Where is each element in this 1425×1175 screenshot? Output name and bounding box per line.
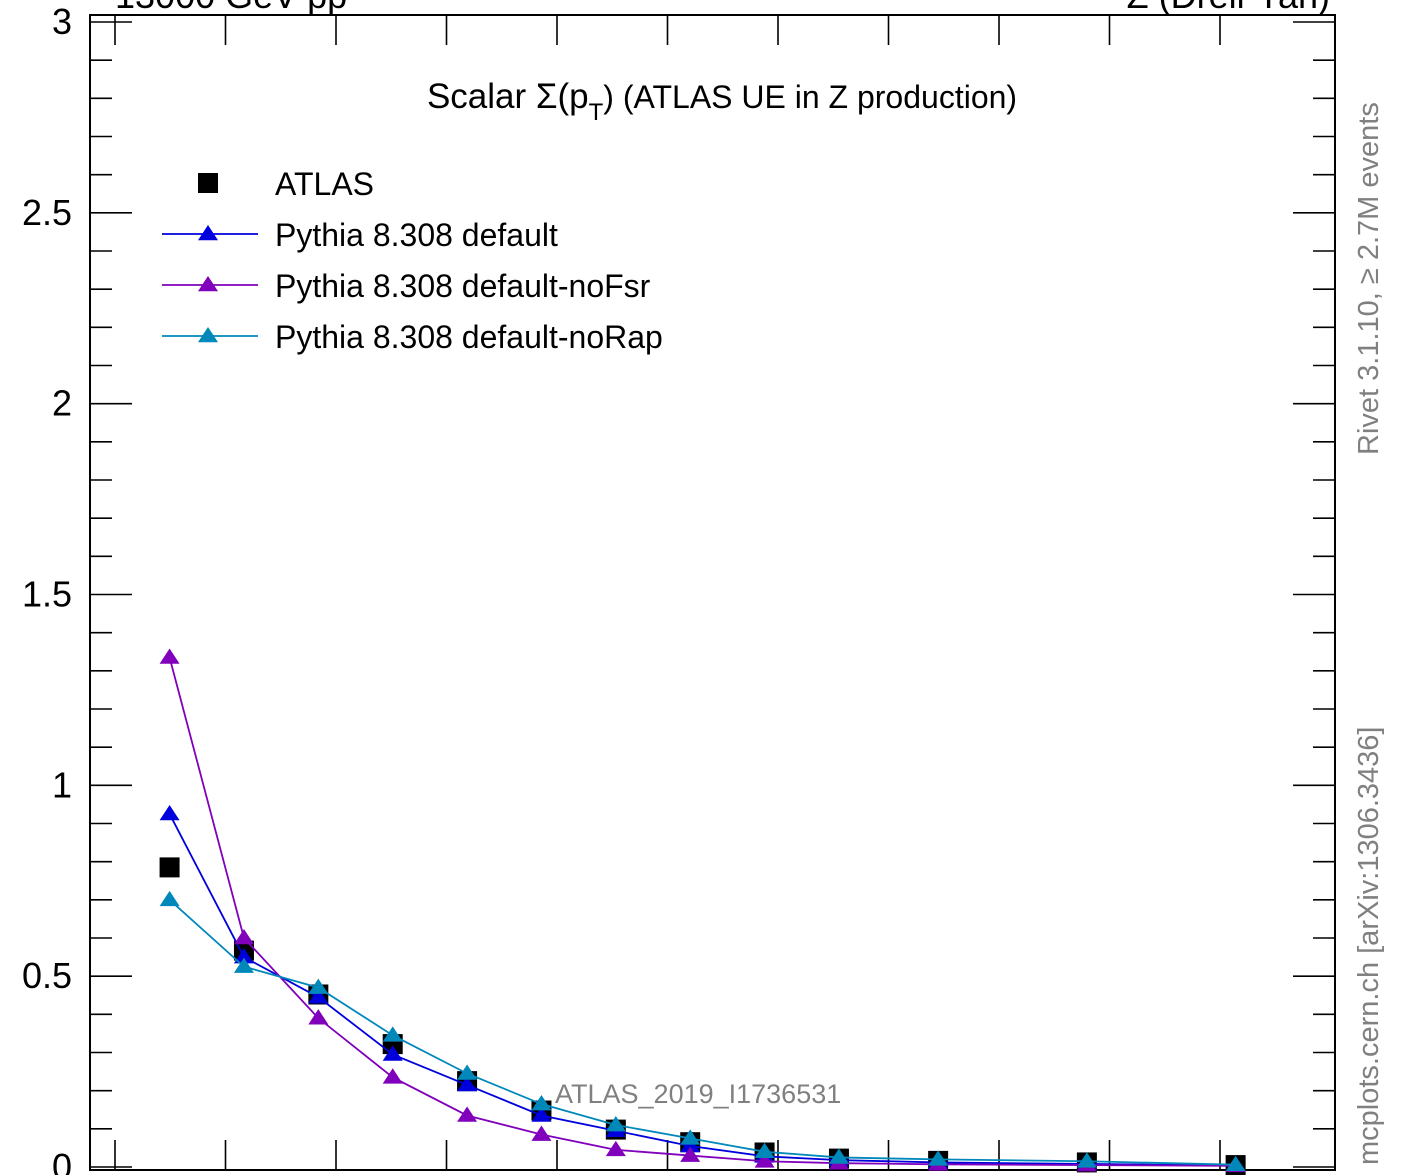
data-point	[531, 1125, 552, 1141]
data-point	[233, 929, 254, 945]
data-point	[308, 988, 329, 1004]
legend-label: Pythia 8.308 default-noFsr	[275, 268, 651, 304]
y-tick-label: 2	[52, 383, 72, 424]
data-point	[680, 1146, 701, 1162]
series-layer	[159, 648, 1246, 1175]
data-point	[754, 1152, 775, 1168]
data-point	[382, 1026, 403, 1042]
chart-title-main: Scalar Σ(p	[427, 77, 589, 116]
data-point	[233, 957, 254, 973]
data-point	[308, 978, 329, 994]
data-point	[382, 1045, 403, 1061]
plot-frame	[89, 14, 1336, 1171]
data-point	[308, 1009, 329, 1025]
data-point	[159, 648, 180, 664]
data-point	[457, 1075, 478, 1092]
legend-label: ATLAS	[275, 166, 374, 202]
data-point	[198, 225, 218, 241]
chart-title-subscript: T	[589, 99, 604, 126]
rivet-version-label: Rivet 3.1.10, ≥ 2.7M events	[1353, 102, 1385, 455]
analysis-label: ATLAS_2019_I1736531	[555, 1079, 841, 1109]
data-point	[605, 1116, 626, 1132]
data-point	[1076, 1152, 1097, 1168]
chart-title: Scalar Σ(pT) (ATLAS UE in Z production)	[427, 77, 1017, 126]
data-point	[680, 1129, 701, 1145]
data-point	[754, 1142, 775, 1159]
y-tick-label: 2.5	[22, 192, 72, 233]
data-point	[605, 1140, 626, 1157]
data-point	[382, 1068, 403, 1084]
mcplots-source-label: mcplots.cern.ch [arXiv:1306.3436]	[1353, 727, 1385, 1165]
y-tick-labels: 0 0.5 1 1.5 2 2.5 3	[22, 1, 72, 1175]
chart-title-rest: ) (ATLAS UE in Z production)	[603, 79, 1017, 115]
data-point	[159, 890, 180, 907]
data-point	[531, 1106, 552, 1122]
series-line	[168, 813, 1236, 1167]
data-point	[531, 1095, 552, 1111]
legend-marker	[198, 173, 218, 193]
data-point	[198, 276, 218, 292]
data-point	[457, 1064, 478, 1080]
y-tick-label: 1	[52, 764, 72, 805]
data-point	[159, 857, 180, 878]
legend-label: Pythia 8.308 default-noRap	[275, 319, 663, 355]
header-collision-label: 13000 GeV pp	[115, 0, 347, 16]
legend-label: Pythia 8.308 default	[275, 217, 558, 253]
data-point	[233, 948, 254, 964]
legend: ATLAS Pythia 8.308 default Pythia 8.308 de…	[162, 166, 663, 355]
data-point	[159, 804, 180, 821]
data-point	[928, 1150, 949, 1166]
y-tick-label: 0.5	[22, 955, 72, 996]
y-tick-label: 3	[52, 1, 72, 42]
data-point	[198, 327, 218, 343]
y-tick-label: 1.5	[22, 574, 72, 615]
header-process-label: Z (Drell-Yan)	[1127, 0, 1330, 16]
series-line	[168, 899, 1236, 1166]
data-point	[1225, 1155, 1246, 1172]
data-point	[457, 1106, 478, 1122]
series-3	[159, 890, 1246, 1172]
y-tick-label: 0	[52, 1146, 72, 1175]
data-point	[828, 1148, 849, 1164]
